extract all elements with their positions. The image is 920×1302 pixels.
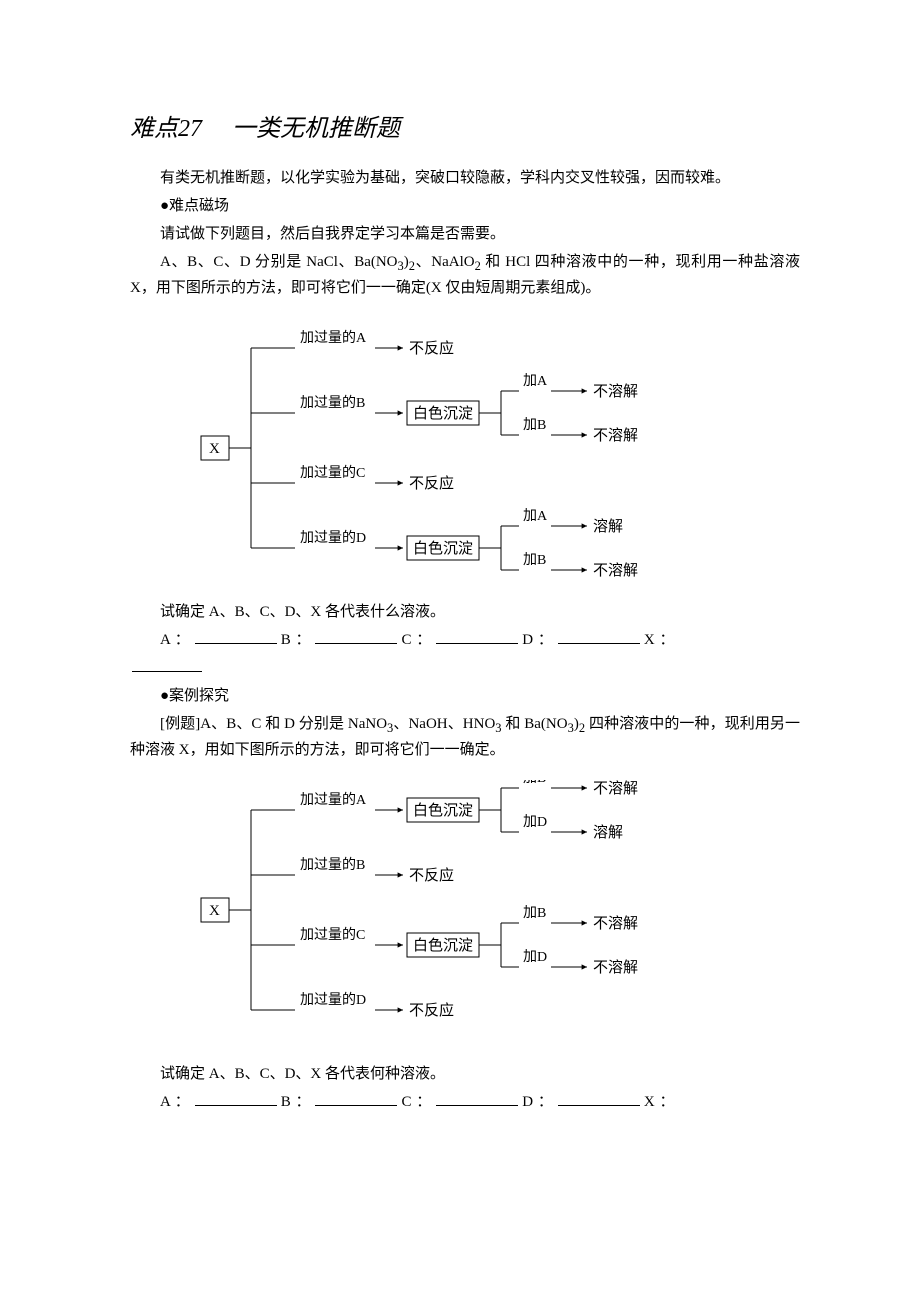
svg-text:不溶解: 不溶解 [593,383,638,400]
answer-label-c2: C ： [402,1094,432,1110]
svg-text:加过量的D: 加过量的D [300,530,366,546]
answer-label-x2: X ： [644,1094,675,1110]
section1-problem: A、B、C、D 分别是 NaCl、Ba(NO3)2、NaAlO2 和 HCl 四… [130,250,800,300]
diagram2-svg: X加过量的A白色沉淀加B不溶解加D溶解加过量的B不反应加过量的C白色沉淀加B不溶… [185,780,745,1040]
svg-text:加B: 加B [523,780,546,786]
diagram1-svg: X加过量的A不反应加过量的B白色沉淀加A不溶解加B不溶解加过量的C不反应加过量的… [185,318,745,578]
answer-blank-x[interactable] [132,656,202,672]
svg-text:加过量的A: 加过量的A [300,330,367,346]
answer-blank-a[interactable] [195,628,277,644]
text-span: 、NaAlO [415,254,475,270]
svg-text:加过量的C: 加过量的C [300,465,365,481]
answer-label-b: B ： [281,632,311,648]
svg-text:加过量的D: 加过量的D [300,992,366,1008]
svg-text:加过量的C: 加过量的C [300,927,365,943]
answer-label-b2: B ： [281,1094,311,1110]
section2-heading: ●案例探究 [130,684,800,708]
svg-text:加D: 加D [523,949,547,965]
section2-problem: [例题]A、B、C 和 D 分别是 NaNO3、NaOH、HNO3 和 Ba(N… [130,712,800,762]
svg-text:白色沉淀: 白色沉淀 [413,802,473,819]
svg-text:溶解: 溶解 [593,824,623,841]
answer-label-a2: A ： [160,1094,190,1110]
svg-text:不溶解: 不溶解 [593,959,638,976]
diagram1-container: X加过量的A不反应加过量的B白色沉淀加A不溶解加B不溶解加过量的C不反应加过量的… [130,318,800,578]
svg-text:加过量的B: 加过量的B [300,857,365,873]
svg-text:加A: 加A [523,373,548,389]
svg-text:溶解: 溶解 [593,518,623,535]
section1-question: 试确定 A、B、C、D、X 各代表什么溶液。 [130,600,800,624]
answer-blank-c[interactable] [436,628,518,644]
svg-text:加B: 加B [523,905,546,921]
svg-text:加D: 加D [523,814,547,830]
svg-text:白色沉淀: 白色沉淀 [413,937,473,954]
answer-blank-d2[interactable] [558,1090,640,1106]
svg-text:不反应: 不反应 [409,474,454,492]
answer-label-a: A ： [160,632,190,648]
answer-label-d: D ： [522,632,553,648]
answer-blank-b2[interactable] [315,1090,397,1106]
answer-blank-b[interactable] [315,628,397,644]
svg-text:加过量的A: 加过量的A [300,792,367,808]
svg-text:X: X [209,441,220,457]
svg-text:加A: 加A [523,508,548,524]
svg-text:X: X [209,903,220,919]
svg-text:白色沉淀: 白色沉淀 [413,405,473,422]
intro-paragraph: 有类无机推断题，以化学实验为基础，突破口较隐蔽，学科内交叉性较强，因而较难。 [130,166,800,190]
answer-line-1-cont [130,656,800,680]
svg-text:不反应: 不反应 [409,1001,454,1019]
answer-label-d2: D ： [522,1094,553,1110]
section2-question: 试确定 A、B、C、D、X 各代表何种溶液。 [130,1062,800,1086]
svg-text:加B: 加B [523,417,546,433]
section1-instruction: 请试做下列题目，然后自我界定学习本篇是否需要。 [130,222,800,246]
text-span: 和 Ba(NO [502,716,568,732]
answer-label-c: C ： [402,632,432,648]
page-title: 难点27 一类无机推断题 [130,110,800,148]
text-span: A、B、C、D 分别是 NaCl、Ba(NO [160,254,398,270]
answer-label-x: X ： [644,632,675,648]
svg-text:不溶解: 不溶解 [593,427,638,444]
svg-text:不溶解: 不溶解 [593,915,638,932]
svg-text:加过量的B: 加过量的B [300,395,365,411]
svg-text:不溶解: 不溶解 [593,780,638,797]
answer-line-2: A ： B ： C ： D ： X ： [130,1090,800,1114]
svg-text:不溶解: 不溶解 [593,562,638,578]
svg-text:加B: 加B [523,552,546,568]
svg-text:不反应: 不反应 [409,339,454,357]
text-span: [例题]A、B、C 和 D 分别是 NaNO [160,716,387,732]
answer-blank-a2[interactable] [195,1090,277,1106]
answer-blank-c2[interactable] [436,1090,518,1106]
answer-line-1: A ： B ： C ： D ： X ： [130,628,800,652]
answer-blank-d[interactable] [558,628,640,644]
diagram2-container: X加过量的A白色沉淀加B不溶解加D溶解加过量的B不反应加过量的C白色沉淀加B不溶… [130,780,800,1040]
svg-text:不反应: 不反应 [409,866,454,884]
section1-heading: ●难点磁场 [130,194,800,218]
svg-text:白色沉淀: 白色沉淀 [413,540,473,557]
text-span: 、NaOH、HNO [393,716,495,732]
